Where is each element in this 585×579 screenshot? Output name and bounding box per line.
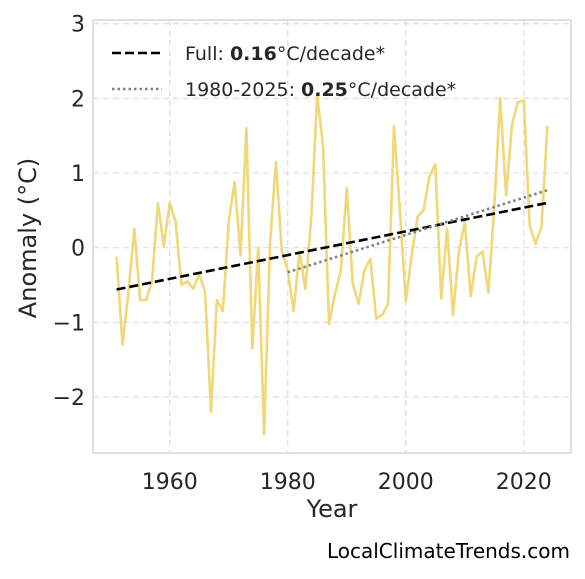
legend-label-full: Full: 0.16°C/decade* [185,43,385,65]
x-tick-label-2020: 2020 [496,470,552,495]
series-layer [115,93,549,436]
grid-layer [93,20,571,453]
legend-full-prefix: Full: [185,43,230,65]
x-tick-label-1960: 1960 [142,470,198,495]
tick-layer: 1960 1980 2000 2020 −2 −1 0 1 2 3 [53,13,552,495]
trend-line-recent [287,188,548,274]
legend-recent-prefix: 1980-2025: [185,79,301,101]
legend-recent-unit: °C/decade* [348,79,456,101]
legend-label-recent: 1980-2025: 0.25°C/decade* [185,79,456,101]
y-tick-label-3: 3 [71,13,85,38]
y-tick-label--2: −2 [53,386,85,411]
legend-full-rate: 0.16 [230,43,277,65]
anomaly-series-line [115,93,549,436]
y-tick-label-1: 1 [71,162,85,187]
x-tick-label-1980: 1980 [260,470,316,495]
watermark: LocalClimateTrends.com [327,539,570,563]
x-tick-label-2000: 2000 [378,470,434,495]
trend-line-full [116,201,548,291]
x-axis-title: Year [306,495,358,523]
legend-full-unit: °C/decade* [277,43,385,65]
y-tick-label-2: 2 [71,87,85,112]
y-axis-title: Anomaly (°C) [14,158,42,318]
legend: Full: 0.16°C/decade* 1980-2025: 0.25°C/d… [112,43,456,101]
y-tick-label--1: −1 [53,311,85,336]
y-tick-label-0: 0 [71,237,85,262]
legend-recent-rate: 0.25 [301,79,348,101]
